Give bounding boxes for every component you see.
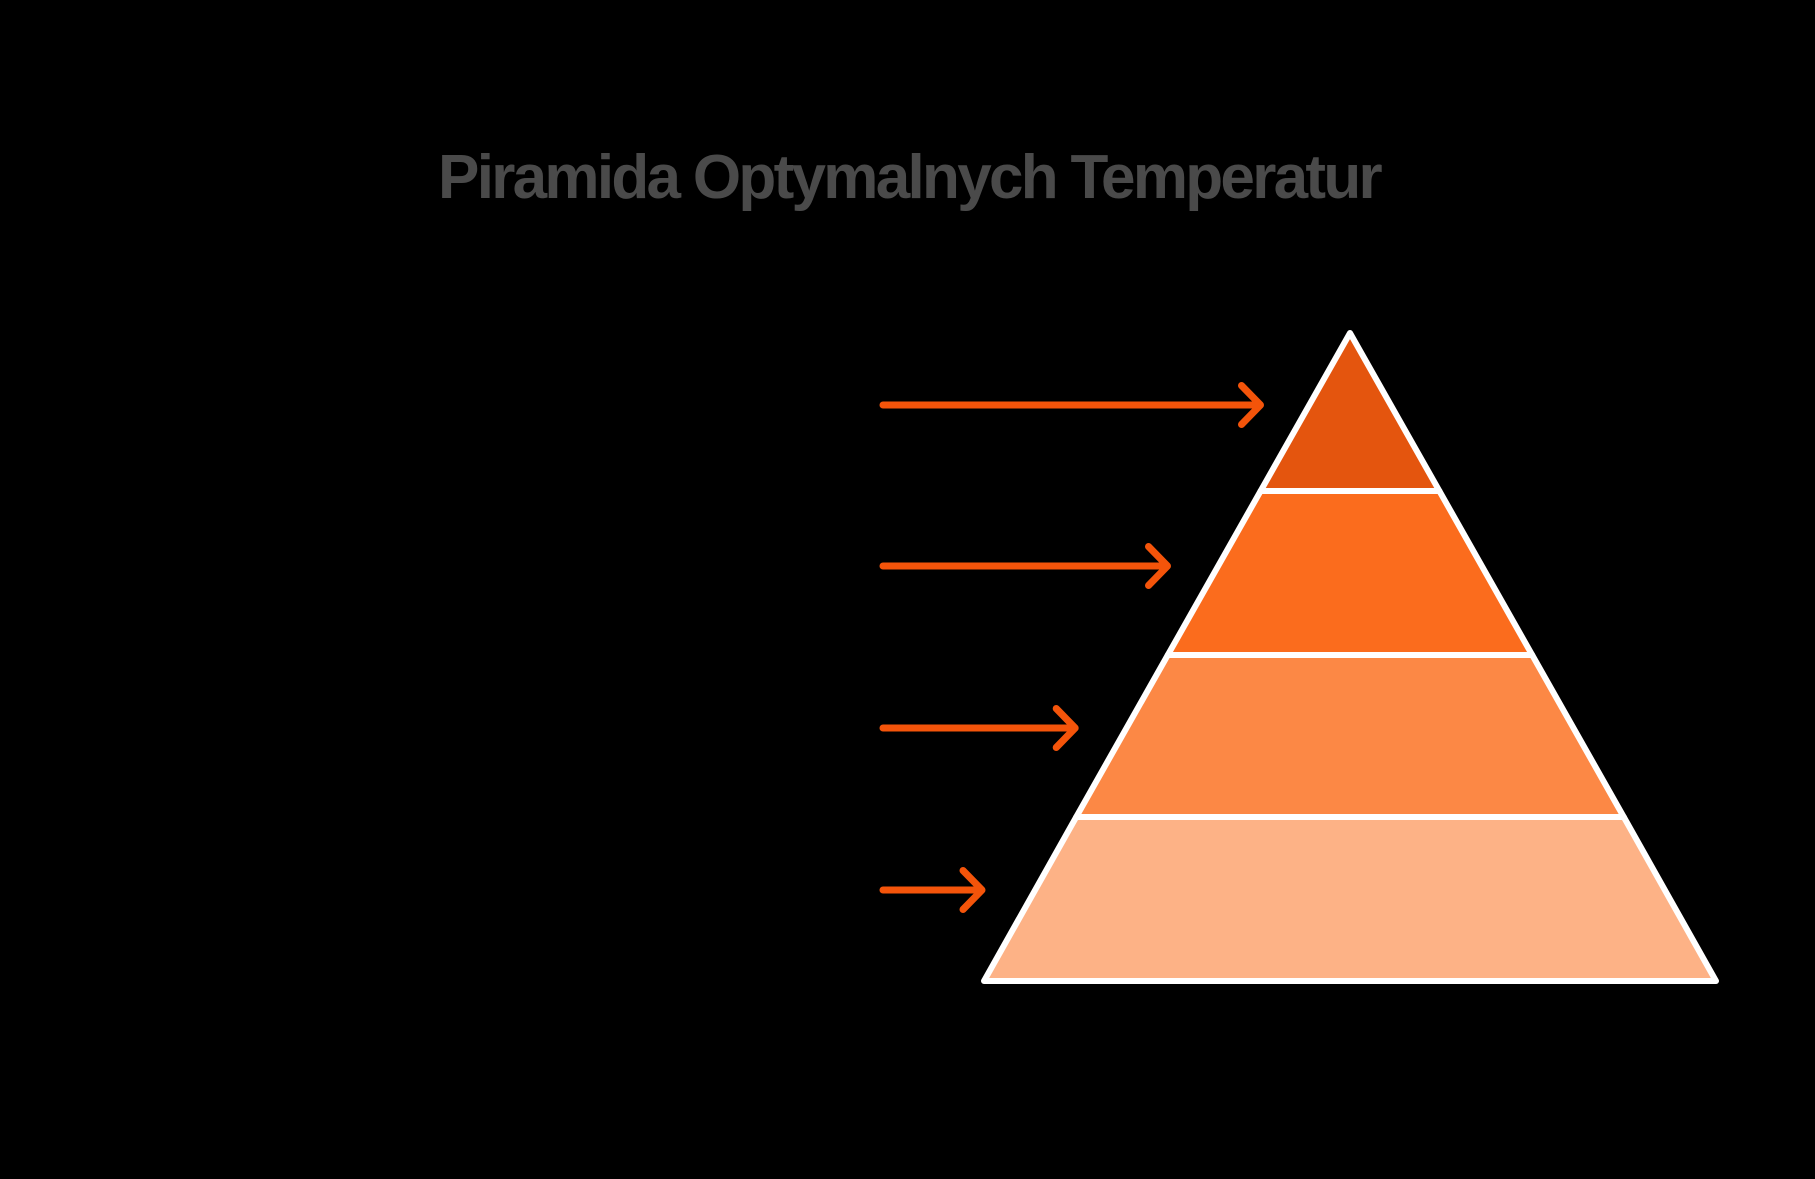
svg-text:Piramida Optymalnych Temperatu: Piramida Optymalnych Temperatur xyxy=(438,143,1382,212)
